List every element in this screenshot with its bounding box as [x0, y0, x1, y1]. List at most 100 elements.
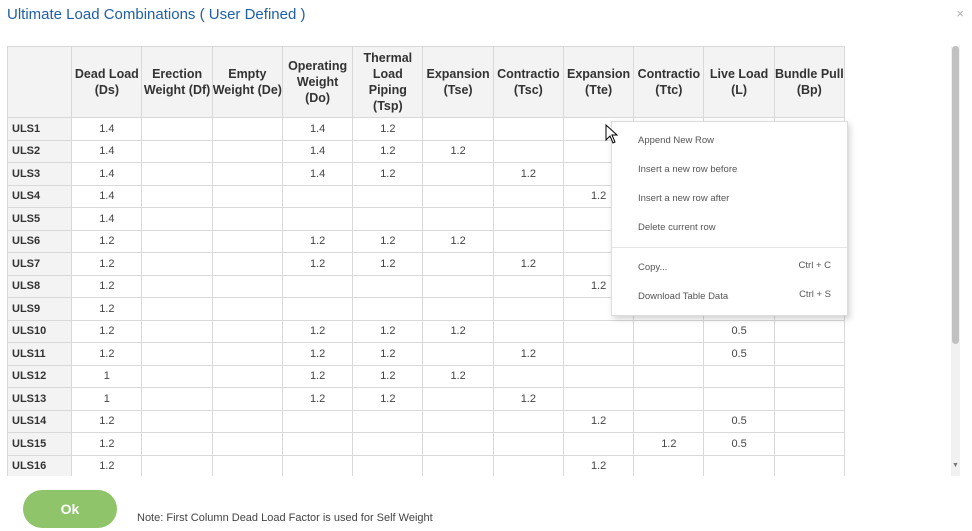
load-factor-cell[interactable]: 1.2: [281, 364, 354, 388]
load-factor-cell[interactable]: [211, 162, 283, 186]
load-factor-cell[interactable]: [562, 342, 635, 366]
load-factor-cell[interactable]: [633, 342, 705, 366]
load-factor-cell[interactable]: [352, 184, 424, 208]
load-factor-cell[interactable]: [141, 432, 213, 456]
load-factor-cell[interactable]: 0.5: [703, 432, 775, 456]
load-factor-cell[interactable]: [352, 207, 424, 231]
load-factor-cell[interactable]: 1.2: [281, 252, 354, 276]
menu-item-delete-current-row[interactable]: Delete current row: [638, 222, 831, 233]
load-factor-cell[interactable]: [562, 319, 635, 343]
load-factor-cell[interactable]: [633, 319, 705, 343]
table-row[interactable]: ULS13 1 1.2 1.2 1.2: [7, 387, 845, 411]
load-factor-cell[interactable]: [281, 432, 354, 456]
load-factor-cell[interactable]: 1: [71, 364, 143, 388]
load-factor-cell[interactable]: [703, 364, 775, 388]
scroll-down-arrow-icon[interactable]: ▼: [952, 462, 959, 469]
load-factor-cell[interactable]: [281, 184, 354, 208]
table-row[interactable]: ULS10 1.2 1.2 1.2 1.2 0.5: [7, 319, 845, 343]
load-factor-cell[interactable]: [773, 454, 845, 476]
load-factor-cell[interactable]: 0.5: [703, 319, 775, 343]
load-factor-cell[interactable]: [211, 207, 283, 231]
load-factor-cell[interactable]: [211, 252, 283, 276]
load-factor-cell[interactable]: [422, 297, 494, 321]
load-factor-cell[interactable]: [141, 184, 213, 208]
load-factor-cell[interactable]: [211, 274, 283, 298]
load-factor-cell[interactable]: [562, 432, 635, 456]
load-factor-cell[interactable]: [492, 297, 564, 321]
ok-button[interactable]: Ok: [23, 490, 117, 528]
table-row[interactable]: ULS16 1.2 1.2: [7, 454, 845, 476]
load-factor-cell[interactable]: 1.2: [352, 342, 424, 366]
load-factor-cell[interactable]: [773, 364, 845, 388]
load-factor-cell[interactable]: [141, 364, 213, 388]
load-factor-cell[interactable]: [141, 162, 213, 186]
load-factor-cell[interactable]: [492, 117, 564, 141]
load-factor-cell[interactable]: 1.2: [71, 432, 143, 456]
load-factor-cell[interactable]: 1.2: [352, 387, 424, 411]
menu-item-insert-row-after[interactable]: Insert a new row after: [638, 193, 831, 204]
load-factor-cell[interactable]: 1.2: [492, 162, 564, 186]
load-factor-cell[interactable]: 1.2: [352, 139, 424, 163]
load-factor-cell[interactable]: [492, 319, 564, 343]
load-factor-cell[interactable]: [211, 364, 283, 388]
load-factor-cell[interactable]: 1.2: [71, 252, 143, 276]
vertical-scrollbar[interactable]: [951, 46, 960, 476]
load-factor-cell[interactable]: [141, 274, 213, 298]
load-factor-cell[interactable]: [492, 274, 564, 298]
load-factor-cell[interactable]: [141, 342, 213, 366]
load-factor-cell[interactable]: 1.2: [422, 319, 494, 343]
load-factor-cell[interactable]: 1.4: [281, 139, 354, 163]
load-factor-cell[interactable]: 1.4: [71, 117, 143, 141]
load-factor-cell[interactable]: [422, 184, 494, 208]
load-factor-cell[interactable]: [211, 117, 283, 141]
load-factor-cell[interactable]: [352, 274, 424, 298]
load-factor-cell[interactable]: [141, 297, 213, 321]
load-factor-cell[interactable]: 1.2: [422, 229, 494, 253]
load-factor-cell[interactable]: [422, 432, 494, 456]
menu-item-copy[interactable]: Copy... Ctrl + C: [638, 260, 831, 273]
load-factor-cell[interactable]: [422, 162, 494, 186]
menu-item-download-table-data[interactable]: Download Table Data Ctrl + S: [638, 289, 831, 302]
load-factor-cell[interactable]: [492, 409, 564, 433]
load-factor-cell[interactable]: [211, 319, 283, 343]
load-factor-cell[interactable]: [492, 454, 564, 476]
load-factor-cell[interactable]: [492, 184, 564, 208]
load-factor-cell[interactable]: [211, 229, 283, 253]
load-factor-cell[interactable]: [352, 454, 424, 476]
load-factor-cell[interactable]: [422, 117, 494, 141]
load-factor-cell[interactable]: 1.2: [352, 162, 424, 186]
load-factor-cell[interactable]: [211, 139, 283, 163]
table-row[interactable]: ULS12 1 1.2 1.2 1.2: [7, 364, 845, 388]
load-factor-cell[interactable]: [633, 387, 705, 411]
load-factor-cell[interactable]: [773, 342, 845, 366]
load-factor-cell[interactable]: [422, 387, 494, 411]
load-factor-cell[interactable]: [492, 207, 564, 231]
load-factor-cell[interactable]: [773, 387, 845, 411]
load-factor-cell[interactable]: [281, 297, 354, 321]
load-factor-cell[interactable]: [211, 387, 283, 411]
load-factor-cell[interactable]: [281, 454, 354, 476]
load-factor-cell[interactable]: 1.2: [71, 342, 143, 366]
load-factor-cell[interactable]: [211, 342, 283, 366]
load-factor-cell[interactable]: 1.2: [422, 364, 494, 388]
load-factor-cell[interactable]: [141, 319, 213, 343]
load-factor-cell[interactable]: 1.4: [71, 139, 143, 163]
load-factor-cell[interactable]: 1.2: [492, 252, 564, 276]
load-factor-cell[interactable]: [422, 207, 494, 231]
load-factor-cell[interactable]: 1.4: [71, 207, 143, 231]
load-factor-cell[interactable]: 1.2: [71, 297, 143, 321]
load-factor-cell[interactable]: 1.2: [562, 409, 635, 433]
load-factor-cell[interactable]: [352, 297, 424, 321]
load-factor-cell[interactable]: 1.2: [71, 409, 143, 433]
load-factor-cell[interactable]: 1.2: [562, 454, 635, 476]
load-factor-cell[interactable]: [141, 207, 213, 231]
load-factor-cell[interactable]: 1.2: [352, 117, 424, 141]
load-factor-cell[interactable]: [211, 432, 283, 456]
load-factor-cell[interactable]: 1.2: [422, 139, 494, 163]
load-factor-cell[interactable]: 1: [71, 387, 143, 411]
load-factor-cell[interactable]: [562, 387, 635, 411]
load-factor-cell[interactable]: [773, 409, 845, 433]
load-factor-cell[interactable]: [211, 409, 283, 433]
table-row[interactable]: ULS15 1.2 1.2 0.5: [7, 432, 845, 456]
close-icon[interactable]: ×: [956, 6, 964, 21]
